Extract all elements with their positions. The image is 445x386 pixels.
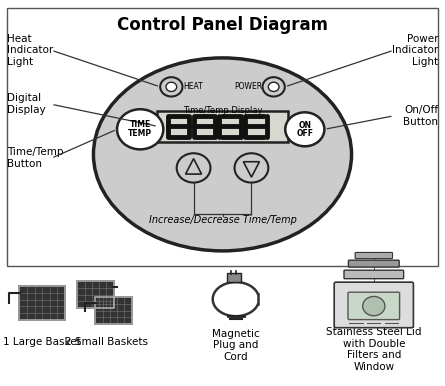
Text: TIME: TIME	[129, 120, 151, 129]
Circle shape	[235, 153, 268, 183]
Circle shape	[117, 109, 163, 149]
Circle shape	[263, 77, 285, 96]
Text: Increase/Decrease Time/Temp: Increase/Decrease Time/Temp	[149, 215, 296, 225]
Text: Control Panel Diagram: Control Panel Diagram	[117, 16, 328, 34]
Text: OFF: OFF	[296, 129, 313, 138]
Text: Digital
Display: Digital Display	[7, 93, 45, 115]
Text: HEAT: HEAT	[183, 82, 202, 91]
FancyBboxPatch shape	[344, 270, 404, 279]
FancyBboxPatch shape	[157, 111, 288, 142]
Circle shape	[160, 77, 182, 96]
Text: On/Off
Button: On/Off Button	[403, 105, 438, 127]
FancyBboxPatch shape	[348, 292, 400, 320]
FancyBboxPatch shape	[77, 281, 114, 308]
Circle shape	[268, 82, 279, 91]
Text: Magnetic
Plug and
Cord: Magnetic Plug and Cord	[212, 329, 260, 362]
Circle shape	[166, 82, 177, 91]
Polygon shape	[243, 162, 259, 177]
Text: Stainless Steel Lid
with Double
Filters and
Window: Stainless Steel Lid with Double Filters …	[326, 327, 421, 372]
FancyBboxPatch shape	[7, 8, 438, 266]
Text: Power
Indicator
Light: Power Indicator Light	[392, 34, 438, 67]
Ellipse shape	[93, 58, 352, 251]
Text: 1 Large Basket: 1 Large Basket	[4, 337, 81, 347]
Polygon shape	[186, 159, 202, 174]
Text: Time/Temp Display: Time/Temp Display	[183, 105, 262, 115]
Circle shape	[363, 296, 385, 316]
FancyBboxPatch shape	[334, 282, 413, 328]
FancyBboxPatch shape	[19, 286, 65, 320]
FancyBboxPatch shape	[348, 260, 399, 267]
FancyBboxPatch shape	[355, 252, 392, 259]
Text: Heat
Indicator
Light: Heat Indicator Light	[7, 34, 53, 67]
Text: POWER: POWER	[234, 82, 262, 91]
Circle shape	[285, 112, 324, 146]
Text: Time/Temp
Button: Time/Temp Button	[7, 147, 63, 169]
Text: TEMP: TEMP	[128, 129, 152, 139]
Text: ON: ON	[298, 120, 312, 130]
FancyBboxPatch shape	[227, 273, 241, 283]
FancyBboxPatch shape	[95, 297, 132, 324]
Text: 2 Small Baskets: 2 Small Baskets	[65, 337, 148, 347]
Circle shape	[177, 153, 210, 183]
